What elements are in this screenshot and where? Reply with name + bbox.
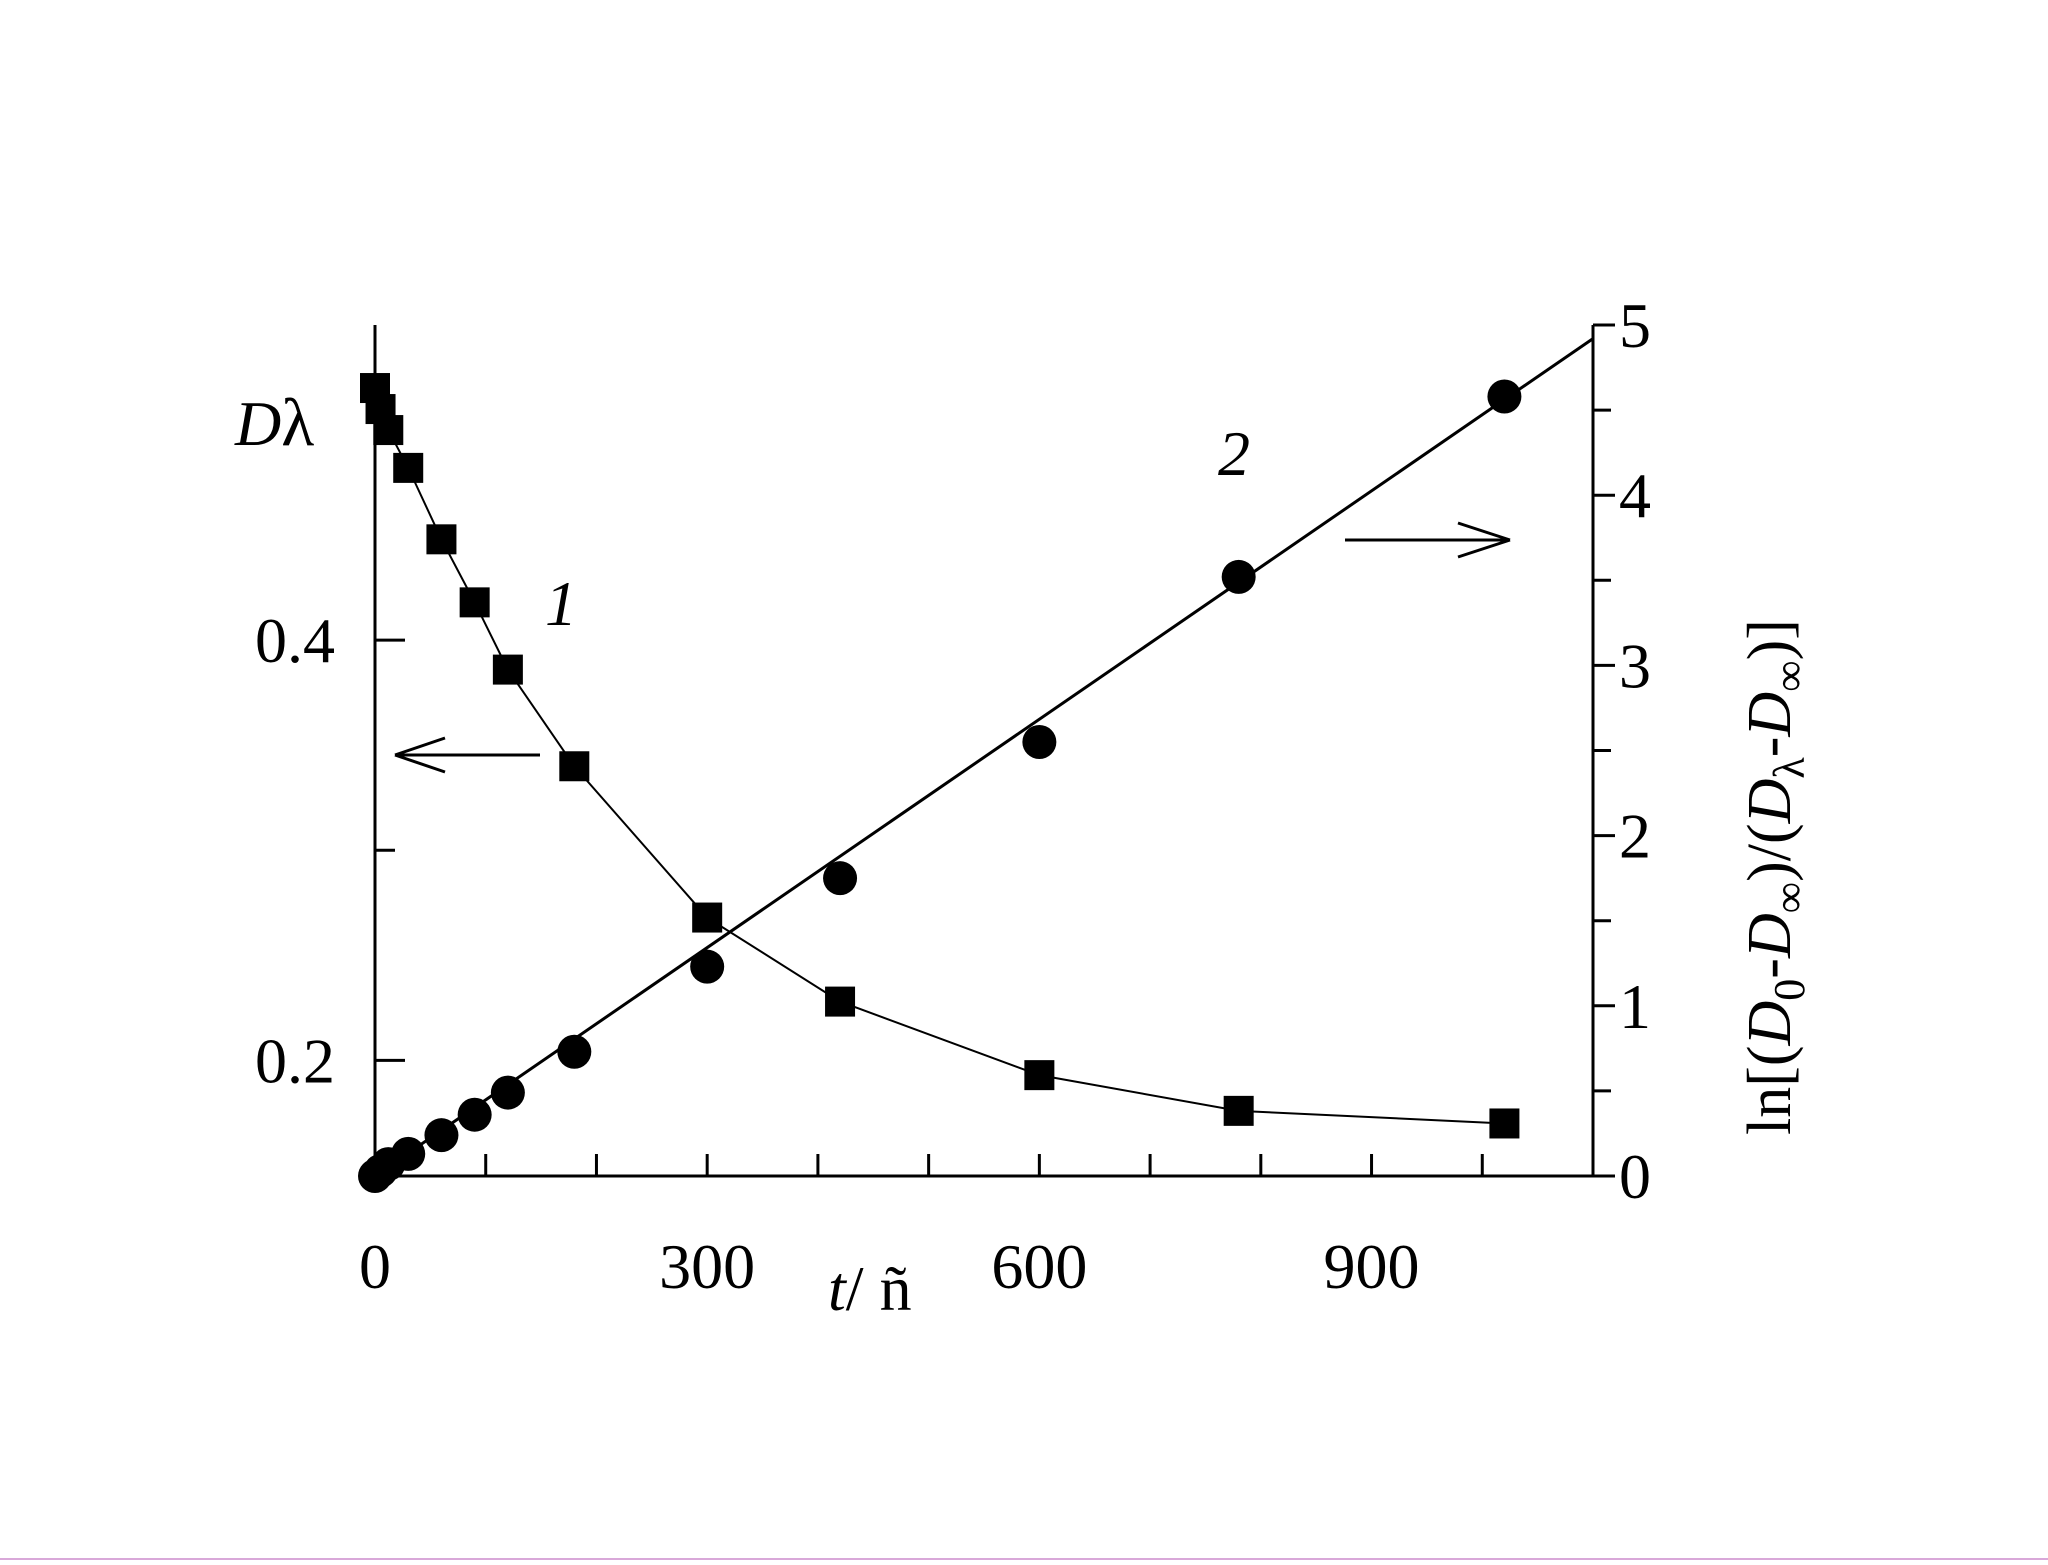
x-tick-label: 600 [991,1231,1087,1302]
y-right-tick-label: 4 [1619,460,1651,531]
left-arrow [394,736,540,774]
series-1-point [492,654,523,685]
x-axis-label: t/ ñ [828,1253,912,1324]
y-right-tick-label: 2 [1619,801,1651,872]
series-2-point [424,1118,459,1153]
series-2-point [823,861,858,896]
series-2-label: 2 [1218,418,1250,489]
series-2-point [457,1097,492,1132]
y-right-tick-label: 1 [1619,971,1651,1042]
tick-labels: 0 300 600 900 0.2 0.4 0 1 2 3 4 5 [255,290,1651,1302]
series-2-point [690,949,725,984]
series-2-point [490,1075,525,1110]
series-2-point [1022,724,1057,759]
series-1-line [374,387,1505,1125]
series-1-point [426,524,457,555]
series-2-point [391,1136,426,1171]
series-2-point [1221,559,1256,594]
left-axis-label: Dλ [234,384,314,460]
x-tick-label: 300 [659,1231,755,1302]
y-right-tick-label: 5 [1619,290,1651,361]
x-tick-label: 0 [359,1231,391,1302]
series-1-point [1024,1060,1055,1091]
y-right-tick-label: 0 [1619,1141,1651,1212]
series-1-point [1223,1095,1254,1126]
right-axis-label: ln[(D0-D∞)/(Dλ-D∞)] [1736,619,1814,1135]
series-1-point [393,452,424,483]
y-right-tick-label: 3 [1619,630,1651,701]
series-1-point [373,415,404,446]
y-left-tick-label: 0.2 [255,1025,335,1096]
series-1-label: 1 [545,568,577,639]
series-1-point [825,986,856,1017]
axis-ticks [373,323,1615,1178]
series-1-point [1489,1108,1520,1139]
series-1-point [459,587,490,618]
y-left-tick-label: 0.4 [255,605,335,676]
data-markers [358,373,1522,1193]
series-1-point [692,902,723,933]
x-tick-label: 900 [1324,1231,1420,1302]
bottom-border [0,1558,2048,1560]
right-arrow [1345,521,1511,559]
series-2-point [1487,379,1522,414]
series-1-point [559,751,590,782]
series-2-point [557,1034,592,1069]
